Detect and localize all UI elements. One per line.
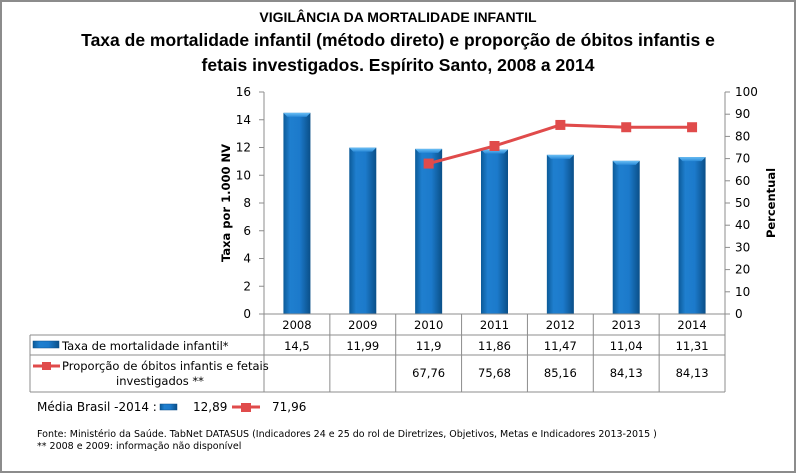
line-value-2011: 75,68 bbox=[478, 366, 511, 380]
category-label-2008: 2008 bbox=[282, 318, 311, 332]
bar-top-bevel bbox=[678, 157, 706, 162]
bar-2013 bbox=[612, 160, 640, 314]
right-axis-tick-label: 90 bbox=[735, 107, 750, 121]
line-marker-2011 bbox=[489, 140, 500, 151]
right-axis-tick-label: 50 bbox=[735, 196, 750, 210]
right-axis-tick-label: 30 bbox=[735, 240, 750, 254]
right-axis-tick-label: 10 bbox=[735, 285, 750, 299]
bar-top-bevel bbox=[349, 147, 377, 152]
chart-title-line2: fetais investigados. Espírito Santo, 200… bbox=[201, 55, 595, 75]
line-marker-2010 bbox=[423, 158, 434, 169]
legend-bar-label: Taxa de mortalidade infantil* bbox=[61, 339, 229, 353]
line-value-2012: 85,16 bbox=[544, 366, 577, 380]
right-axis-tick-label: 20 bbox=[735, 263, 750, 277]
bar-2008 bbox=[283, 112, 311, 314]
right-axis-tick-label: 80 bbox=[735, 129, 750, 143]
source-note: Fonte: Ministério da Saúde. TabNet DATAS… bbox=[37, 429, 657, 440]
category-label-2013: 2013 bbox=[612, 318, 641, 332]
bar-2010 bbox=[415, 148, 443, 314]
media-brasil-label: Média Brasil -2014 : bbox=[37, 400, 157, 414]
left-axis-tick-label: 2 bbox=[243, 279, 251, 293]
bar-value-2013: 11,04 bbox=[610, 339, 643, 353]
left-axis-tick-label: 12 bbox=[236, 141, 251, 155]
legend-line-label-2: investigados ** bbox=[116, 374, 204, 388]
bar-top-bevel bbox=[283, 112, 311, 117]
category-label-2010: 2010 bbox=[414, 318, 443, 332]
bar-2011 bbox=[481, 149, 508, 314]
bar-2014 bbox=[678, 157, 706, 314]
left-axis-tick-label: 10 bbox=[236, 168, 251, 182]
left-axis-tick-label: 14 bbox=[236, 113, 251, 127]
legend-bar-key bbox=[32, 340, 60, 349]
line-marker-2014 bbox=[687, 122, 698, 133]
right-axis-title: Percentual bbox=[764, 168, 778, 238]
right-axis-tick-label: 60 bbox=[735, 174, 750, 188]
media-line-marker bbox=[241, 403, 251, 412]
right-axis-tick-label: 100 bbox=[735, 85, 758, 99]
bar-2012 bbox=[546, 154, 574, 314]
left-axis-title: Taxa por 1.000 NV bbox=[219, 144, 233, 262]
legend-line-marker bbox=[42, 362, 51, 370]
line-value-2013: 84,13 bbox=[610, 366, 643, 380]
bar-top-bevel bbox=[546, 154, 574, 159]
bar-value-2011: 11,86 bbox=[478, 339, 511, 353]
category-label-2014: 2014 bbox=[677, 318, 706, 332]
left-axis-tick-label: 16 bbox=[236, 85, 251, 99]
bar-top-bevel bbox=[612, 160, 640, 165]
bar-value-2010: 11,9 bbox=[416, 339, 442, 353]
left-axis-tick-label: 4 bbox=[243, 252, 251, 266]
media-bar-key bbox=[159, 403, 178, 411]
media-brasil-bar-value: 12,89 bbox=[193, 400, 228, 414]
bar-top-bevel bbox=[415, 148, 443, 153]
right-axis-tick-label: 0 bbox=[735, 307, 743, 321]
line-marker-2012 bbox=[555, 119, 566, 130]
bar-top-bevel bbox=[481, 149, 508, 154]
left-axis-tick-label: 0 bbox=[243, 307, 251, 321]
line-marker-2013 bbox=[621, 122, 632, 133]
line-value-2010: 67,76 bbox=[412, 366, 445, 380]
chart-supertitle: VIGILÂNCIA DA MORTALIDADE INFANTIL bbox=[259, 9, 537, 25]
media-brasil-line-value: 71,96 bbox=[272, 400, 307, 414]
left-axis-tick-label: 8 bbox=[243, 196, 251, 210]
bar-value-2009: 11,99 bbox=[346, 339, 379, 353]
line-value-2014: 84,13 bbox=[676, 366, 709, 380]
category-label-2012: 2012 bbox=[546, 318, 575, 332]
bar-2009 bbox=[349, 147, 377, 314]
bar-value-2014: 11,31 bbox=[676, 339, 709, 353]
category-label-2009: 2009 bbox=[348, 318, 377, 332]
right-axis-tick-label: 70 bbox=[735, 152, 750, 166]
bar-value-2012: 11,47 bbox=[544, 339, 577, 353]
left-axis-tick-label: 6 bbox=[243, 224, 251, 238]
bar-value-2008: 14,5 bbox=[284, 339, 310, 353]
right-axis-tick-label: 40 bbox=[735, 218, 750, 232]
chart-title-line1: Taxa de mortalidade infantil (método dir… bbox=[81, 30, 715, 50]
legend-line-label-1: Proporção de óbitos infantis e fetais bbox=[62, 359, 269, 373]
category-label-2011: 2011 bbox=[480, 318, 509, 332]
availability-note: ** 2008 e 2009: informação não disponíve… bbox=[37, 441, 242, 452]
